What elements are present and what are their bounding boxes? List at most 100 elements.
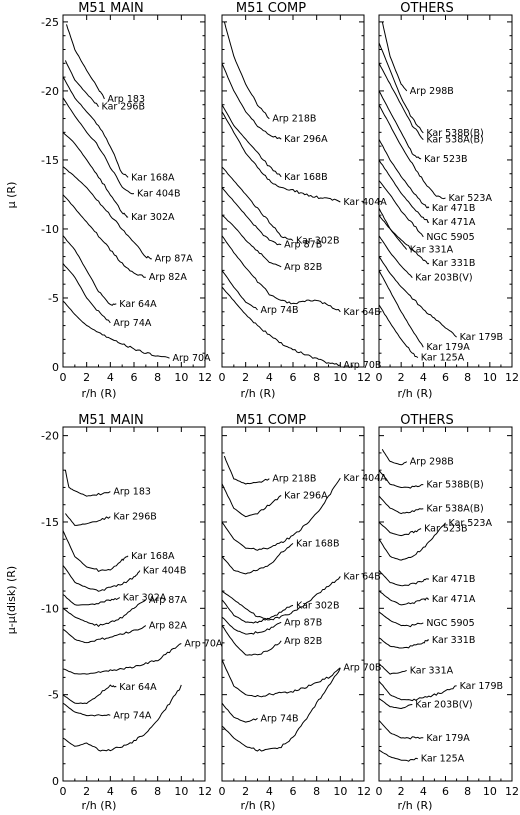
series-line bbox=[62, 565, 141, 592]
x-tick-label: 2 bbox=[242, 785, 249, 798]
series-label: Kar 302B bbox=[296, 600, 339, 611]
series-label: Kar 331A bbox=[410, 245, 454, 256]
panel-title-top-1: M51 MAIN bbox=[78, 1, 144, 16]
series-line bbox=[62, 263, 111, 324]
series-label: Arp 82B bbox=[284, 262, 322, 273]
y-tick-label: 0 bbox=[52, 775, 59, 788]
series-label: Kar 179A bbox=[426, 733, 470, 744]
series-line bbox=[378, 680, 457, 702]
x-tick-label: 12 bbox=[357, 785, 371, 798]
series-label: Arp 82A bbox=[149, 272, 188, 283]
series-line bbox=[378, 159, 430, 223]
series-line bbox=[378, 495, 424, 515]
series-line bbox=[221, 187, 282, 246]
plot-frame bbox=[62, 14, 206, 368]
series-line bbox=[62, 235, 117, 306]
series-line bbox=[221, 477, 341, 551]
series-label: Kar 296B bbox=[113, 512, 156, 523]
series-label: Kar 404A bbox=[343, 197, 387, 208]
x-tick-label: 12 bbox=[198, 371, 212, 384]
panel-bottom-1: 0 2 4 6 8 10 12 -20 -15 -10 -5 0 Arp 183 Kar 296B Kar … bbox=[41, 426, 223, 798]
series-label: Kar 296B bbox=[102, 102, 145, 113]
x-tick-label: 12 bbox=[198, 785, 212, 798]
x-tick-label: 0 bbox=[60, 371, 67, 384]
panel-bottom-3: 0 2 4 6 8 10 12 Arp 298B Kar 538B(B) Kar 538A(B) K… bbox=[376, 426, 519, 798]
series-line bbox=[62, 684, 117, 704]
x-tick-label: 4 bbox=[107, 785, 114, 798]
x-tick-label: 10 bbox=[483, 371, 497, 384]
series-label: Arp 183 bbox=[113, 487, 151, 498]
series-line bbox=[378, 522, 446, 561]
series-line bbox=[378, 569, 430, 587]
series-label: Kar 523A bbox=[449, 193, 493, 204]
series-label: Kar 203B(V) bbox=[415, 699, 472, 710]
x-axis-label-top-3: r/h (R) bbox=[398, 387, 433, 400]
series-label: Kar 168B bbox=[284, 172, 327, 183]
series-label: Arp 70B bbox=[343, 663, 381, 674]
panel-title-top-2: M51 COMP bbox=[236, 1, 306, 16]
x-axis-label-bottom-2: r/h (R) bbox=[241, 799, 276, 812]
series-line bbox=[221, 235, 341, 313]
series-line bbox=[62, 131, 129, 218]
series-label: Kar 538B(B) bbox=[426, 128, 483, 139]
x-tick-label: 0 bbox=[376, 371, 383, 384]
panel-bottom-2: 0 2 4 6 8 10 12 Arp 218B Kar 296A Kar 404A Kar 168… bbox=[219, 426, 387, 798]
series-line bbox=[378, 214, 430, 265]
series-label: Arp 218B bbox=[272, 114, 316, 125]
series-line bbox=[378, 521, 422, 537]
series-line bbox=[378, 104, 446, 200]
series-line bbox=[221, 286, 341, 366]
series-line bbox=[378, 304, 419, 359]
series-line bbox=[221, 270, 258, 311]
x-tick-label: 4 bbox=[107, 371, 114, 384]
y-tick-label: -15 bbox=[41, 154, 59, 167]
series-label: Arp 74A bbox=[113, 710, 152, 721]
series-line bbox=[378, 270, 424, 348]
series-line bbox=[221, 214, 282, 268]
series-label: Kar 471B bbox=[432, 203, 475, 214]
series-label: Arp 87B bbox=[284, 240, 322, 251]
series-line bbox=[378, 62, 424, 140]
x-tick-label: 0 bbox=[219, 371, 226, 384]
series-line bbox=[62, 625, 147, 644]
y-tick-label: -20 bbox=[41, 430, 59, 443]
x-tick-label: 0 bbox=[376, 785, 383, 798]
series-line bbox=[378, 698, 413, 709]
series-label: Arp 87A bbox=[149, 595, 188, 606]
panel-title-bottom-3: OTHERS bbox=[400, 413, 453, 428]
panel-top-3: 0 2 4 6 8 10 12 Arp 298B Kar 538B(B)Kar 538A(B) K… bbox=[376, 14, 519, 384]
series-label: Arp 74B bbox=[261, 305, 299, 316]
series-line bbox=[221, 576, 341, 621]
x-tick-label: 12 bbox=[505, 371, 519, 384]
series-line bbox=[64, 469, 111, 497]
series-line bbox=[62, 530, 129, 572]
x-tick-label: 4 bbox=[420, 785, 427, 798]
x-tick-label: 6 bbox=[290, 785, 297, 798]
series-label: Kar 203B(V) bbox=[415, 273, 472, 284]
series-label: NGC 5905 bbox=[426, 618, 474, 629]
series-line bbox=[62, 643, 182, 675]
x-tick-label: 8 bbox=[154, 785, 161, 798]
series-label: Arp 82A bbox=[149, 621, 188, 632]
series-label: Arp 74A bbox=[113, 318, 152, 329]
x-tick-label: 6 bbox=[290, 371, 297, 384]
series-line bbox=[381, 449, 408, 466]
series-label: Kar 331B bbox=[432, 258, 475, 269]
series-line bbox=[221, 63, 282, 140]
x-tick-label: 0 bbox=[219, 785, 226, 798]
x-axis-label-bottom-3: r/h (R) bbox=[398, 799, 433, 812]
series-line bbox=[223, 21, 270, 120]
series-label: Kar 64B bbox=[343, 571, 380, 582]
series-label: Kar 302A bbox=[131, 212, 175, 223]
x-tick-label: 12 bbox=[505, 785, 519, 798]
series-label: Kar 523B bbox=[424, 524, 467, 535]
series-label: Kar 471A bbox=[432, 217, 476, 228]
series-label: Kar 296A bbox=[284, 134, 328, 145]
x-tick-label: 12 bbox=[357, 371, 371, 384]
series-label: Kar 404A bbox=[343, 473, 387, 484]
series-line bbox=[221, 483, 282, 518]
series-line bbox=[62, 194, 146, 278]
series-label: Kar 302A bbox=[123, 593, 167, 604]
